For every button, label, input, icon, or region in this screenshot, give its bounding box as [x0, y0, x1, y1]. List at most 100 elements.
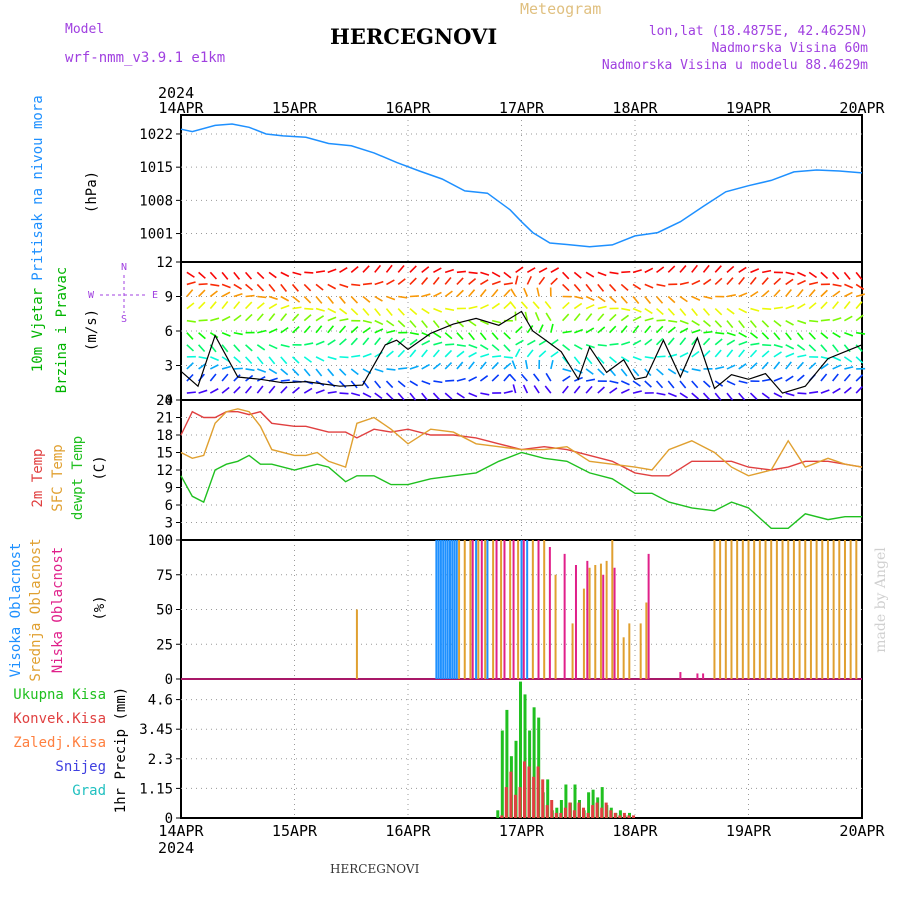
wind-arrow	[233, 271, 241, 280]
wind-arrow	[644, 325, 652, 334]
wind-arrow	[844, 283, 854, 289]
wind-arrow	[268, 313, 276, 322]
wind-arrow	[855, 314, 864, 322]
x-tick-label-top: 14APR	[158, 99, 204, 117]
wind-arrow	[444, 320, 452, 328]
wind-arrow	[621, 341, 631, 346]
wind-arrow	[292, 295, 301, 303]
wind-arrow	[245, 313, 253, 322]
wind-arrow	[385, 308, 393, 317]
wind-arrow	[479, 332, 487, 341]
wind-arrow	[832, 290, 841, 298]
wind-arrow	[268, 356, 276, 365]
y-tick-label: 100	[148, 533, 173, 549]
wind-arrow	[386, 319, 395, 327]
precip-convective-bar	[600, 807, 604, 818]
wind-arrow	[374, 319, 384, 326]
wind-arrow	[597, 283, 605, 292]
wind-arrow	[808, 332, 816, 340]
wind-arrow	[832, 332, 841, 339]
wind-arrow	[550, 267, 560, 274]
wind-arrow	[362, 353, 372, 358]
wind-arrow	[315, 315, 325, 322]
wind-arrow	[644, 295, 652, 305]
precip-convective-bar	[559, 812, 563, 818]
wind-arrow	[703, 295, 713, 300]
wind-arrow	[620, 380, 630, 386]
wind-arrow	[632, 390, 642, 394]
wind-arrow	[632, 269, 642, 274]
wind-arrow	[538, 350, 547, 358]
y-tick-label: 25	[156, 637, 173, 653]
wind-arrow	[221, 283, 231, 289]
wind-arrow	[855, 344, 863, 352]
legend-freezing-rain: Zaledj.Kisa	[13, 735, 106, 751]
wind-arrow	[797, 271, 806, 277]
precip-convective-bar	[554, 812, 558, 818]
wind-arrow	[726, 277, 734, 285]
precip-convective-bar	[632, 815, 635, 818]
wind-arrow	[456, 344, 466, 347]
wind-arrow	[233, 331, 243, 336]
wind-arrow	[456, 377, 466, 382]
wind-arrow	[656, 283, 666, 287]
wind-arrow	[796, 344, 806, 351]
y-tick-label: 3	[165, 359, 173, 375]
wind-arrow	[832, 283, 842, 287]
wind-arrow	[855, 301, 863, 310]
wind-arrow	[209, 373, 217, 382]
wind-arrow	[468, 361, 475, 370]
wind-arrow	[209, 301, 217, 310]
wind-arrow	[761, 277, 769, 285]
wind-arrow	[362, 295, 371, 303]
wind-arrow	[257, 329, 267, 334]
wind-arrow	[514, 348, 521, 358]
precip-convective-bar	[591, 805, 595, 818]
wind-arrow	[609, 380, 619, 384]
precip-convective-bar	[572, 810, 576, 818]
dewpoint-axis-label: dewpt Temp	[70, 436, 86, 520]
wind-arrow	[233, 374, 241, 382]
wind-arrow	[303, 356, 312, 363]
wind-arrow	[632, 368, 640, 377]
wind-arrow	[620, 388, 630, 394]
legend-snow: Snijeg	[55, 759, 106, 775]
wind-arrow	[480, 353, 490, 358]
wind-arrow	[209, 388, 219, 394]
wind-arrow	[691, 368, 701, 372]
wind-arrow	[773, 289, 781, 298]
x-tick-label-bottom: 19APR	[726, 822, 772, 840]
wind-arrow	[280, 386, 288, 394]
wind-arrow	[257, 368, 267, 373]
wind-arrow	[785, 278, 794, 286]
pressure-axis-label: Pritisak na nivou mora	[30, 95, 46, 280]
wind-arrow	[503, 289, 511, 298]
wind-arrow	[339, 283, 349, 288]
wind-arrow	[620, 325, 628, 334]
wind-arrow	[679, 380, 687, 389]
wind-arrow	[820, 363, 829, 370]
wind-arrow	[315, 389, 325, 394]
x-tick-label-bottom: 16APR	[385, 822, 431, 840]
wind-arrow	[210, 283, 220, 287]
wind-arrow	[843, 373, 851, 382]
x-tick-label-bottom: 14APR	[158, 822, 204, 840]
wind-arrow	[585, 295, 595, 301]
wind-arrow	[655, 295, 664, 304]
wind-arrow	[773, 376, 783, 382]
x-tick-label-top: 16APR	[385, 99, 431, 117]
wind-arrow	[762, 344, 772, 347]
y-tick-label: 0	[165, 533, 173, 549]
wind-arrow	[656, 266, 665, 273]
wind-arrow	[668, 353, 678, 358]
wind-arrow	[385, 380, 394, 389]
y-tick-label: 24	[156, 393, 173, 409]
wind-arrow	[785, 332, 792, 341]
wind-arrow	[256, 271, 265, 280]
wind-arrow	[620, 368, 628, 377]
wind-arrow	[280, 368, 289, 376]
wind-arrow	[550, 360, 554, 370]
wind-arrow	[456, 350, 465, 358]
wind-arrow	[374, 280, 384, 286]
wind-arrow	[468, 305, 478, 310]
